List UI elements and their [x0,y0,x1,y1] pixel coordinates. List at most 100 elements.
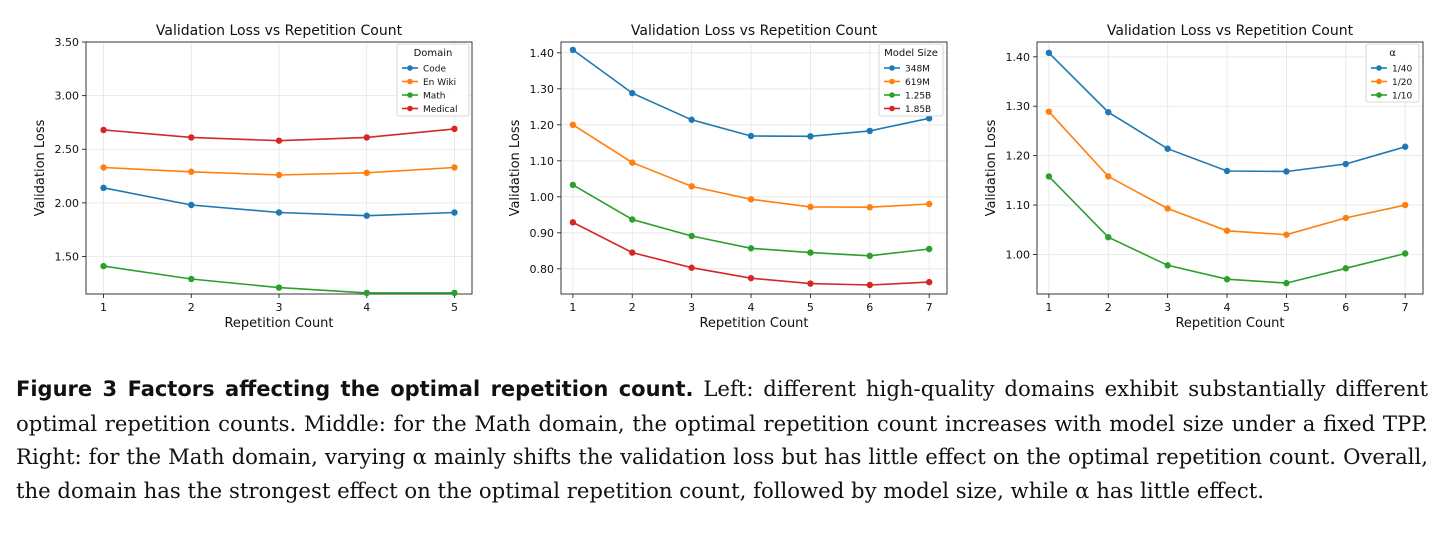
data-point-619M [747,196,755,203]
data-point-1.25B [569,181,577,189]
legend-swatch-marker [889,105,895,112]
legend-label: Math [423,92,446,102]
legend-label: En Wiki [423,78,456,88]
data-point-348M [688,116,695,123]
legend-label: Code [423,65,447,75]
data-point-1/10 [1283,279,1290,287]
data-point-619M [925,200,933,208]
data-point-1/10 [1045,173,1053,180]
data-point-1/40 [1283,168,1290,175]
data-point-Code [188,201,195,209]
data-point-1/10 [1223,275,1231,283]
y-tick-label: 2.00 [55,197,80,210]
legend-box [1365,43,1420,103]
data-point-1.25B [925,245,933,253]
data-point-Code [451,209,458,216]
legend-label: 1/10 [1392,92,1412,102]
data-point-619M [688,183,695,190]
x-tick-label: 6 [1342,301,1349,314]
legend-swatch-marker [407,78,413,85]
x-tick-label: 3 [688,301,695,314]
x-tick-label: 4 [1224,301,1231,314]
y-tick-label: 3.50 [55,36,80,49]
legend-label: Medical [423,105,457,115]
x-tick-label: 3 [276,301,283,314]
data-point-619M [807,203,814,211]
data-point-1.25B [747,245,755,252]
x-tick-label: 1 [100,301,107,314]
x-tick-label: 1 [1045,301,1052,314]
y-tick-label: 0.80 [530,263,555,276]
chart-title: Validation Loss vs Repetition Count [1107,23,1354,39]
x-tick-label: 4 [363,301,370,314]
y-tick-label: 1.40 [1006,51,1031,64]
data-point-1.85B [747,274,755,282]
x-tick-label: 2 [1105,301,1112,314]
data-point-Code [100,184,107,192]
data-point-Code [363,212,370,219]
legend: Domain Code En Wiki Math Medical [396,43,470,117]
data-point-1/10 [1342,265,1350,272]
chart-panel-1: 1 2 3 4 5 1.50 2.00 2.50 3.00 3.50 Validation Loss… [33,23,473,331]
data-point-1.85B [629,249,636,256]
legend-swatch-marker [1376,65,1382,71]
legend-label: 1.25B [905,92,931,102]
data-point-1.25B [807,249,814,256]
data-point-1.85B [688,264,695,271]
y-axis-label: Validation Loss [508,119,523,216]
data-point-1/20 [1045,108,1053,115]
data-point-619M [569,121,577,128]
x-tick-label: 6 [866,301,873,314]
legend-label: 1/20 [1392,78,1412,88]
data-point-1/40 [1045,49,1053,57]
data-point-1.85B [569,219,577,226]
data-point-Math [275,284,283,291]
y-tick-label: 1.30 [530,83,555,96]
legend-swatch-marker [889,92,895,98]
y-tick-label: 2.50 [55,143,80,156]
data-point-1/10 [1401,250,1409,257]
x-axis-label: Repetition Count [1175,316,1284,331]
legend-swatch-marker [407,65,413,71]
data-point-1.85B [866,281,873,289]
data-point-1.85B [925,278,933,286]
data-point-En Wiki [100,164,107,171]
chart-panel-2: 1 2 3 4 5 6 7 0.80 0.90 1.00 1.10 1.20 1.30 1.40 Valid… [508,23,948,331]
data-point-Medical [188,134,195,141]
data-point-1.25B [688,232,695,240]
data-point-1/40 [1401,143,1409,150]
y-tick-label: 1.20 [1006,150,1031,163]
legend-label: 619M [905,78,930,88]
legend: α 1/40 1/20 1/10 [1365,43,1420,103]
x-axis-label: Repetition Count [224,316,333,331]
chart-title: Validation Loss vs Repetition Count [156,23,403,39]
data-point-1/40 [1164,145,1171,152]
legend-box [878,43,944,117]
data-point-348M [569,46,577,54]
legend-label: 1/40 [1392,65,1412,75]
data-point-1/40 [1105,108,1112,116]
data-point-En Wiki [188,168,195,175]
data-point-348M [866,127,873,135]
data-point-Code [275,209,283,216]
x-tick-label: 2 [188,301,195,314]
y-tick-label: 1.00 [530,191,555,204]
data-point-1/20 [1342,214,1350,222]
data-point-Math [100,262,107,270]
y-tick-label: 1.10 [1006,199,1031,212]
legend-title: Model Size [884,48,938,59]
legend-title: α [1389,48,1396,59]
legend-label: 348M [905,65,930,75]
data-point-619M [629,159,636,166]
legend-box [396,43,470,117]
y-tick-label: 1.20 [530,119,555,132]
x-tick-label: 7 [1402,301,1409,314]
data-point-1.85B [807,280,814,287]
x-tick-label: 5 [807,301,814,314]
y-tick-label: 0.90 [530,227,555,240]
y-tick-label: 1.10 [530,155,555,168]
data-point-1/20 [1401,201,1409,209]
data-point-1.25B [866,252,873,260]
data-point-Medical [275,137,283,144]
legend-swatch-marker [1376,92,1382,98]
